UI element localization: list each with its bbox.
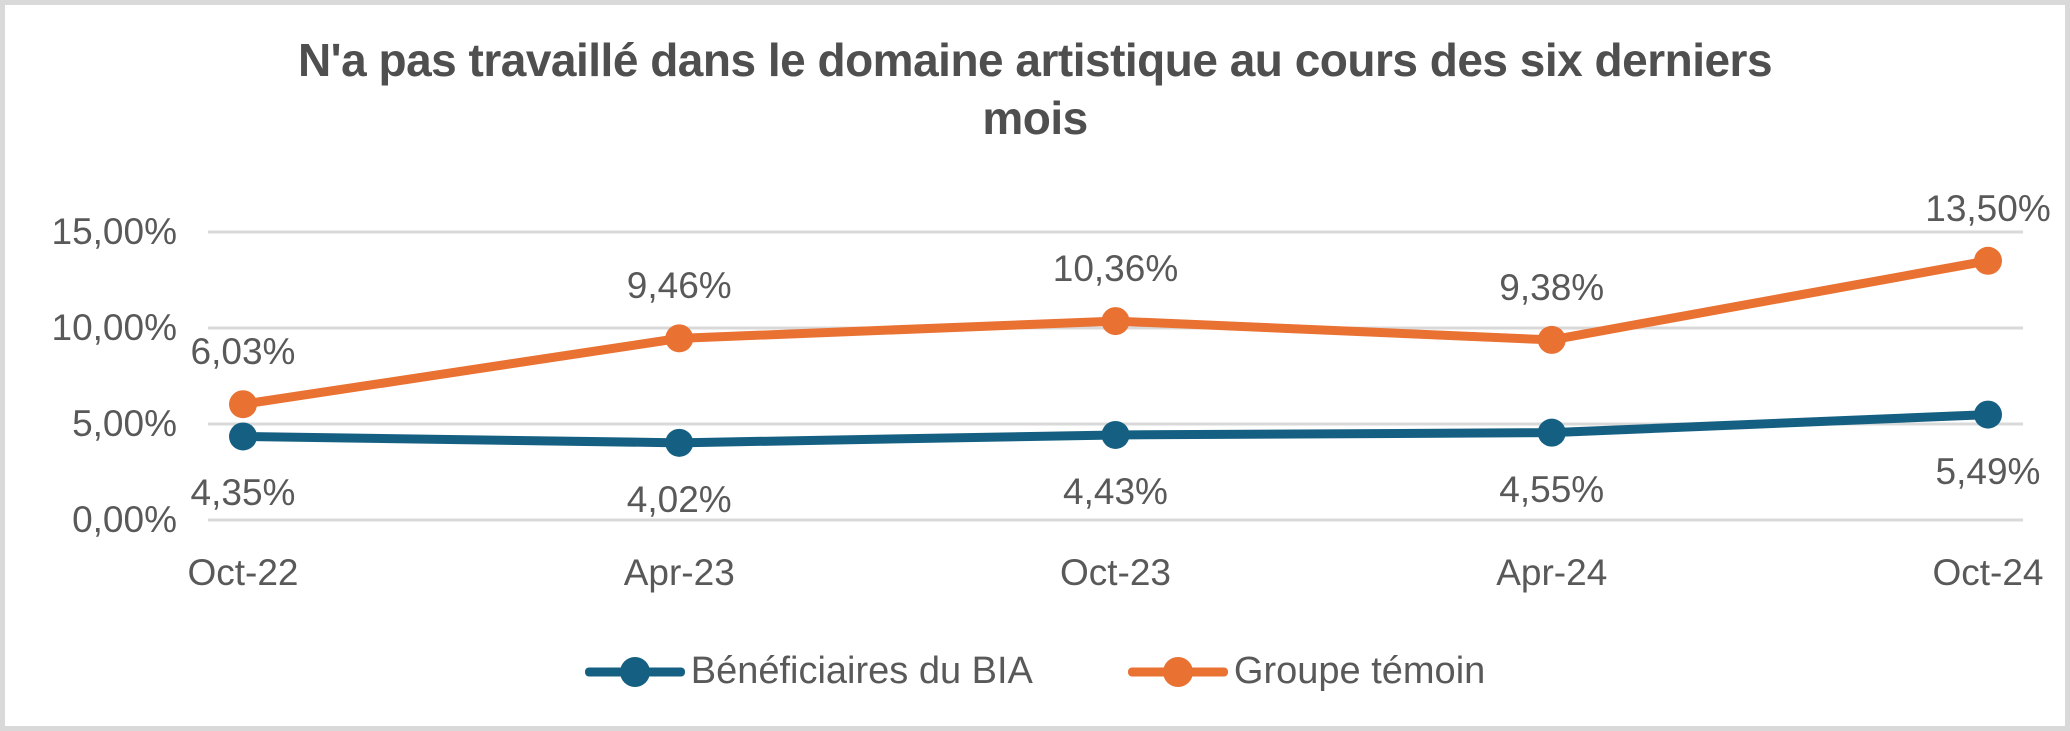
data-label: 13,50% bbox=[1925, 187, 2051, 229]
data-point-marker bbox=[1101, 307, 1130, 336]
x-axis-tick-label: Apr-23 bbox=[623, 552, 735, 593]
legend-marker-dot bbox=[619, 656, 650, 687]
data-label: 6,03% bbox=[190, 331, 296, 373]
x-axis-tick-label: Oct-23 bbox=[1059, 552, 1172, 593]
legend-item: Groupe témoin bbox=[1127, 650, 1486, 693]
chart-title: N'a pas travaillé dans le domaine artist… bbox=[297, 34, 1773, 144]
y-axis-tick-label: 0,00% bbox=[72, 499, 177, 540]
data-point-marker bbox=[1101, 420, 1130, 449]
legend-line-marker-icon bbox=[584, 656, 685, 688]
legend-line-marker-icon bbox=[1127, 656, 1228, 688]
legend-label: Bénéficiaires du BIA bbox=[690, 650, 1033, 692]
data-label: 9,46% bbox=[626, 265, 732, 307]
y-axis-tick-label: 5,00% bbox=[72, 403, 177, 444]
data-point-marker bbox=[1537, 418, 1566, 447]
x-axis-tick-label: Oct-22 bbox=[187, 552, 299, 593]
data-label: 10,36% bbox=[1052, 248, 1179, 290]
data-point-marker bbox=[1537, 325, 1566, 354]
legend-label: Groupe témoin bbox=[1233, 650, 1486, 692]
data-label: 9,38% bbox=[1499, 266, 1605, 308]
data-label: 4,02% bbox=[626, 478, 732, 520]
y-axis-tick-label: 10,00% bbox=[51, 307, 178, 348]
data-label: 4,43% bbox=[1063, 470, 1168, 512]
x-axis-tick-label: Apr-24 bbox=[1496, 552, 1608, 593]
legend-marker-dot bbox=[1162, 656, 1193, 687]
data-point-marker bbox=[1974, 400, 2002, 429]
x-axis-tick-label: Oct-24 bbox=[1932, 552, 2044, 593]
y-axis-tick-label: 15,00% bbox=[51, 211, 178, 252]
data-point-marker bbox=[665, 324, 694, 353]
data-label: 5,49% bbox=[1935, 450, 2041, 492]
plot-area bbox=[208, 230, 2023, 522]
data-point-marker bbox=[229, 422, 257, 451]
data-point-marker bbox=[1974, 246, 2002, 275]
data-label: 4,55% bbox=[1499, 468, 1605, 510]
data-label: 4,35% bbox=[190, 472, 296, 514]
data-point-marker bbox=[665, 428, 694, 457]
legend-item: Bénéficiaires du BIA bbox=[584, 650, 1033, 693]
data-point-marker bbox=[229, 390, 257, 419]
legend: Bénéficiaires du BIA Groupe témoin bbox=[5, 650, 2065, 693]
